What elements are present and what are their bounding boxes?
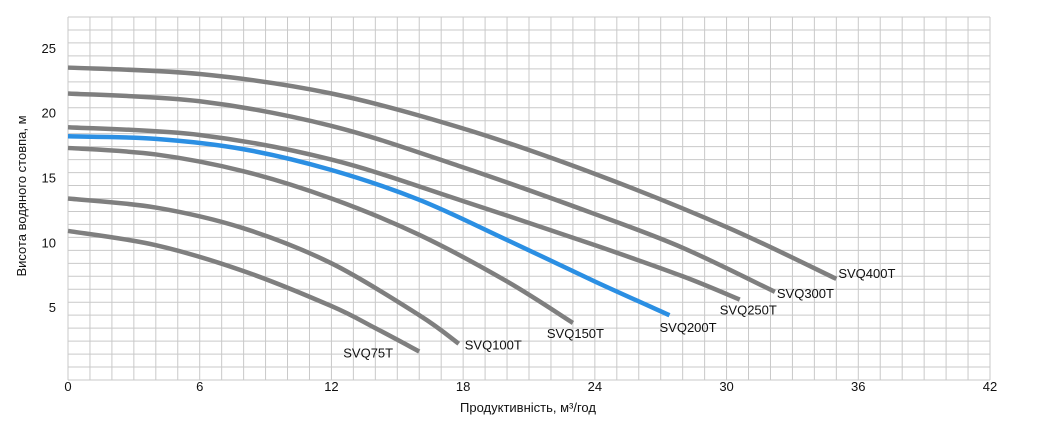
y-tick-label: 25 <box>42 41 56 56</box>
curve-label-svq250t: SVQ250T <box>720 303 777 318</box>
y-tick-label: 5 <box>49 300 56 315</box>
axes: 0 6 12 18 24 30 36 42 5 10 15 20 25 <box>42 41 998 394</box>
y-tick-label: 15 <box>42 171 56 186</box>
curve-svq200t <box>67 134 671 318</box>
curve-labels: SVQ75T SVQ100T SVQ150T SVQ200T SVQ250TSVQ300… <box>343 266 895 361</box>
x-tick-label: 6 <box>196 379 203 394</box>
curve-svq250t <box>67 124 741 302</box>
curve-svq75t <box>67 228 421 354</box>
x-tick-label: 30 <box>719 379 733 394</box>
x-tick-label: 18 <box>456 379 470 394</box>
curve-label-svq300t: SVQ300T <box>777 286 834 301</box>
x-tick-label: 24 <box>588 379 602 394</box>
curve-label-svq150t: SVQ150T <box>547 326 604 341</box>
grid <box>67 16 991 381</box>
curve-label-svq400t: SVQ400T <box>838 266 895 281</box>
curve-svq150t <box>67 145 575 325</box>
y-axis-label: Висота водяного стовпа, м <box>14 115 29 276</box>
curve-svq100t <box>67 196 461 346</box>
x-tick-label: 12 <box>324 379 338 394</box>
x-tick-label: 42 <box>983 379 997 394</box>
x-tick-label: 36 <box>851 379 865 394</box>
performance-curves <box>67 65 838 354</box>
curve-svq300t <box>67 91 776 294</box>
x-tick-label: 0 <box>64 379 71 394</box>
curve-label-svq200t: SVQ200T <box>659 320 716 335</box>
curve-svq400t <box>67 65 838 281</box>
curve-label-svq100t: SVQ100T <box>465 338 522 353</box>
y-tick-label: 10 <box>42 235 56 250</box>
curve-label-svq75t: SVQ75T <box>343 345 393 360</box>
x-axis-label: Продуктивність, м³/год <box>460 400 596 415</box>
y-tick-label: 20 <box>42 106 56 121</box>
